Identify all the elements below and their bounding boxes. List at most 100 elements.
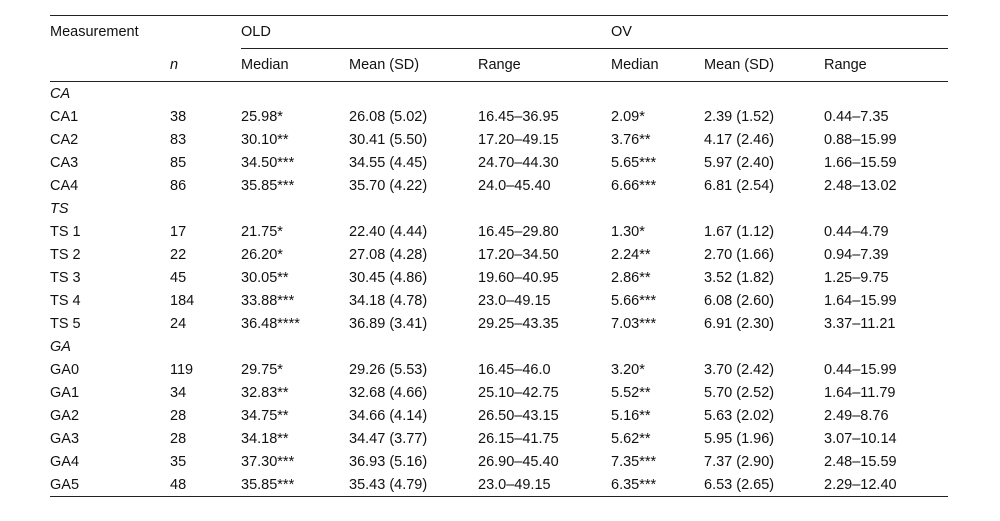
- cell-old-range: 29.25–43.35: [478, 315, 559, 332]
- section-title: TS: [50, 200, 69, 217]
- cell-n: 45: [170, 269, 187, 286]
- cell-n: 17: [170, 223, 187, 240]
- row-label: GA3: [50, 430, 80, 447]
- cell-old-mean: 36.89 (3.41): [349, 315, 428, 332]
- cell-ov-range: 1.25–9.75: [824, 269, 889, 286]
- cell-old-mean: 32.68 (4.66): [349, 384, 428, 401]
- cell-old-mean: 35.43 (4.79): [349, 473, 478, 497]
- cell-n: 48: [170, 473, 241, 497]
- cell-old-mean: 34.66 (4.14): [349, 407, 428, 424]
- cell-ov-range: 1.64–11.79: [824, 384, 896, 401]
- cell-old-range: 26.15–41.75: [478, 430, 559, 447]
- cell-ov-range: 2.48–13.02: [824, 177, 897, 194]
- cell-old-median: 25.98*: [241, 108, 283, 125]
- cell-n: 28: [170, 407, 187, 424]
- row-label: TS 4: [50, 292, 81, 309]
- row-label: GA4: [50, 453, 80, 470]
- cell-n: 35: [170, 453, 187, 470]
- cell-old-range: 17.20–34.50: [478, 246, 559, 263]
- row-label: TS 3: [50, 269, 81, 286]
- cell-ov-mean: 6.91 (2.30): [704, 315, 775, 332]
- cell-ov-mean: 3.52 (1.82): [704, 269, 775, 286]
- table-row: GA1 34 32.83** 32.68 (4.66) 25.10–42.75 5.52*…: [50, 381, 948, 404]
- cell-old-mean: 30.41 (5.50): [349, 131, 428, 148]
- cell-ov-median: 3.76**: [611, 131, 651, 148]
- cell-old-median: 33.88***: [241, 292, 295, 309]
- cell-ov-median: 7.35***: [611, 453, 657, 470]
- cell-old-mean: 36.93 (5.16): [349, 453, 428, 470]
- cell-old-mean: 22.40 (4.44): [349, 223, 428, 240]
- cell-old-median: 21.75*: [241, 223, 283, 240]
- table-row: TS 5 24 36.48**** 36.89 (3.41) 29.25–43.35 7.…: [50, 312, 948, 335]
- cell-ov-median: 5.66***: [611, 292, 657, 309]
- row-label: GA1: [50, 384, 80, 401]
- table-row: CA3 85 34.50*** 34.55 (4.45) 24.70–44.30 5.65…: [50, 151, 948, 174]
- cell-ov-mean: 5.63 (2.02): [704, 407, 775, 424]
- row-label: CA4: [50, 177, 79, 194]
- cell-n: 34: [170, 384, 187, 401]
- cell-ov-range: 3.07–10.14: [824, 430, 897, 447]
- table-row: GA4 35 37.30*** 36.93 (5.16) 26.90–45.40 7.35…: [50, 450, 948, 473]
- cell-n: 28: [170, 430, 187, 447]
- row-label: TS 2: [50, 246, 81, 263]
- cell-ov-median: 5.16**: [611, 407, 651, 424]
- cell-old-range: 17.20–49.15: [478, 131, 559, 148]
- cell-ov-mean: 4.17 (2.46): [704, 131, 775, 148]
- cell-old-median: 32.83**: [241, 384, 289, 401]
- cell-old-range: 23.0–49.15: [478, 292, 551, 309]
- header-ov-median: Median: [611, 48, 704, 82]
- cell-old-range: 25.10–42.75: [478, 384, 559, 401]
- cell-old-median: 34.18**: [241, 430, 289, 447]
- cell-old-median: 30.05**: [241, 269, 289, 286]
- cell-old-median: 26.20*: [241, 246, 283, 263]
- section-row-ga: GA: [50, 335, 948, 358]
- section-row-ts: TS: [50, 197, 948, 220]
- cell-old-median: 35.85***: [241, 177, 295, 194]
- cell-old-mean: 34.47 (3.77): [349, 430, 428, 447]
- cell-ov-range: 2.29–12.40: [824, 473, 948, 497]
- cell-n: 38: [170, 108, 187, 125]
- cell-old-median: 35.85***: [241, 473, 349, 497]
- cell-n: 119: [170, 361, 194, 378]
- cell-ov-mean: 5.95 (1.96): [704, 430, 775, 447]
- table-row: TS 3 45 30.05** 30.45 (4.86) 19.60–40.95 2.86…: [50, 266, 948, 289]
- cell-ov-range: 1.66–15.59: [824, 154, 897, 171]
- cell-old-range: 26.50–43.15: [478, 407, 559, 424]
- cell-old-range: 26.90–45.40: [478, 453, 559, 470]
- cell-ov-median: 2.09*: [611, 108, 645, 125]
- cell-ov-mean: 1.67 (1.12): [704, 223, 775, 240]
- header-measurement: Measurement: [50, 15, 170, 49]
- cell-ov-mean: 3.70 (2.42): [704, 361, 775, 378]
- table-row: GA3 28 34.18** 34.47 (3.77) 26.15–41.75 5.62*…: [50, 427, 948, 450]
- cell-n: 24: [170, 315, 187, 332]
- cell-old-range: 16.45–46.0: [478, 361, 551, 378]
- table-row: GA5 48 35.85*** 35.43 (4.79) 23.0–49.15 6.35*…: [50, 473, 948, 497]
- cell-n: 184: [170, 292, 195, 309]
- cell-old-mean: 34.55 (4.45): [349, 154, 428, 171]
- cell-ov-median: 6.66***: [611, 177, 657, 194]
- cell-old-median: 29.75*: [241, 361, 283, 378]
- cell-old-range: 24.70–44.30: [478, 154, 559, 171]
- cell-old-mean: 29.26 (5.53): [349, 361, 428, 378]
- table-header: Measurement OLD OV n Median Mean (SD) Ra…: [50, 15, 948, 82]
- cell-ov-range: 3.37–11.21: [824, 315, 896, 332]
- cell-old-range: 16.45–36.95: [478, 108, 559, 125]
- table-row: TS 2 22 26.20* 27.08 (4.28) 17.20–34.50 2.24*…: [50, 243, 948, 266]
- section-row-ca: CA: [50, 82, 948, 106]
- cell-old-range: 23.0–49.15: [478, 473, 611, 497]
- cell-ov-mean: 5.70 (2.52): [704, 384, 775, 401]
- table-row: GA2 28 34.75** 34.66 (4.14) 26.50–43.15 5.16*…: [50, 404, 948, 427]
- cell-n: 86: [170, 177, 187, 194]
- row-label: GA5: [50, 473, 170, 497]
- header-blank: [50, 48, 170, 82]
- cell-ov-mean: 5.97 (2.40): [704, 154, 775, 171]
- table-row: GA0 119 29.75* 29.26 (5.53) 16.45–46.0 3.20* 3…: [50, 358, 948, 381]
- header-old-mean: Mean (SD): [349, 48, 478, 82]
- cell-ov-mean: 6.53 (2.65): [704, 473, 824, 497]
- cell-ov-median: 7.03***: [611, 315, 657, 332]
- row-label: GA0: [50, 361, 80, 378]
- cell-old-median: 30.10**: [241, 131, 289, 148]
- cell-old-median: 37.30***: [241, 453, 295, 470]
- header-group-ov: OV: [611, 15, 948, 49]
- cell-old-median: 36.48****: [241, 315, 300, 332]
